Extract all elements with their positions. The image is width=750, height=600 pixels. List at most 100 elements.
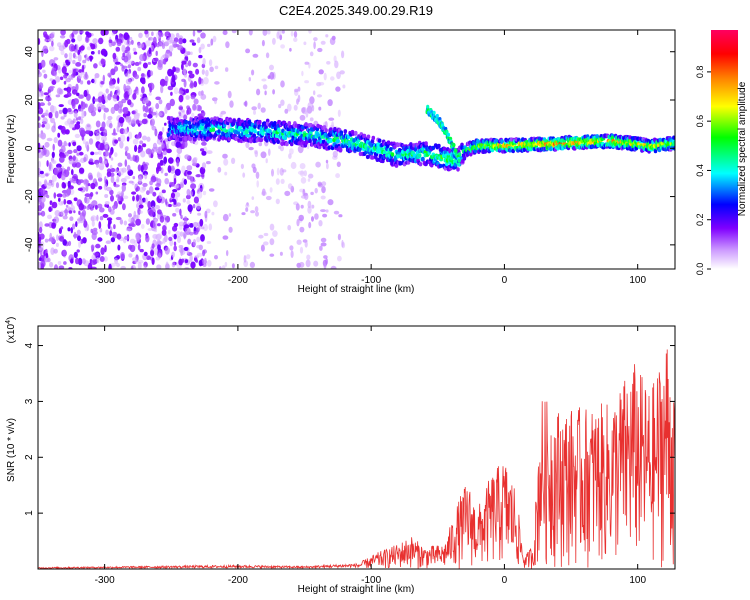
noise-speckle [290,161,297,170]
noise-speckle [211,211,215,216]
noise-speckle [144,105,149,113]
noise-speckle [71,169,74,176]
noise-speckle [229,100,234,108]
noise-speckle [325,34,329,38]
noise-speckle [198,54,203,59]
noise-speckle [141,118,148,125]
signal-mark [424,141,428,146]
noise-speckle [245,203,250,208]
noise-speckle [131,119,137,124]
noise-speckle [192,238,197,247]
noise-speckle [326,61,331,65]
noise-speckle [184,154,190,160]
noise-speckle [138,204,144,209]
noise-speckle [158,146,163,153]
noise-speckle [175,202,181,207]
signal-mark [253,128,257,134]
noise-speckle [258,234,264,239]
noise-speckle [260,107,266,113]
noise-speckle [169,51,173,57]
noise-speckle [155,183,161,187]
noise-speckle [72,155,76,162]
noise-speckle [335,86,341,92]
colorbar-ticks: 0.0 0.2 0.4 0.6 0.8 [695,66,711,275]
noise-speckle [158,32,164,38]
y-tick-label: 1 [24,510,35,516]
noise-speckle [90,259,97,265]
noise-speckle [127,99,132,106]
noise-speckle [178,94,184,103]
noise-speckle [214,98,217,105]
colorbar-tick-label: 0.6 [695,115,705,128]
noise-speckle [310,191,314,196]
noise-speckle [196,252,203,257]
noise-speckle [59,76,64,81]
noise-speckle [206,161,211,165]
noise-speckle [130,39,134,45]
noise-speckle [158,191,163,200]
noise-speckle [251,163,256,169]
noise-speckle [104,194,109,198]
noise-speckle [304,61,310,65]
signal-mark [456,167,460,172]
noise-speckle [167,85,174,91]
noise-speckle [251,106,257,111]
noise-speckle [197,105,202,112]
noise-speckle [172,66,176,73]
noise-speckle [38,38,41,45]
noise-speckle [178,245,184,249]
noise-speckle [124,159,128,167]
y-tick-label: 2 [24,454,35,460]
signal-mark [187,120,192,126]
noise-speckle [164,246,170,255]
signal-mark [195,131,200,136]
noise-speckle [308,30,312,34]
noise-speckle [231,263,235,269]
noise-speckle [156,264,162,269]
noise-speckle [313,90,316,96]
noise-speckle [164,51,170,59]
noise-speckle [172,189,178,193]
noise-speckle [72,223,76,230]
noise-speckle [220,110,227,115]
y-tick-label: 40 [24,46,35,58]
noise-speckle [155,96,161,101]
noise-speckle [144,173,148,180]
noise-speckle [311,204,315,209]
noise-speckle [184,73,188,78]
noise-speckle [38,90,45,98]
noise-speckle [157,244,161,251]
signal-mark [610,135,615,140]
noise-speckle [278,104,282,109]
signal-mark [390,152,395,157]
noise-speckle [77,217,81,224]
noise-speckle [303,170,307,177]
noise-speckle [68,43,75,52]
noise-speckle [180,248,184,257]
noise-speckle [39,173,46,179]
noise-speckle [68,52,73,59]
noise-speckle [323,72,327,81]
noise-speckle [61,165,65,173]
noise-speckle [155,256,160,261]
noise-speckle [320,40,326,45]
noise-speckle [38,221,43,229]
noise-speckle [189,231,194,236]
noise-speckle [51,174,57,182]
noise-speckle [140,97,144,102]
noise-speckle [64,53,68,59]
noise-speckle [72,68,76,77]
signal-branch-mark [457,162,461,167]
noise-speckle [134,144,138,153]
noise-speckle [183,67,187,75]
noise-speckle [316,94,323,98]
signal-mark [329,138,333,143]
noise-speckle [157,112,163,117]
noise-speckle [62,249,67,256]
noise-speckle [123,195,129,200]
noise-speckle [53,137,58,144]
noise-speckle [137,175,143,184]
noise-speckle [139,210,143,214]
noise-speckle [257,102,261,110]
